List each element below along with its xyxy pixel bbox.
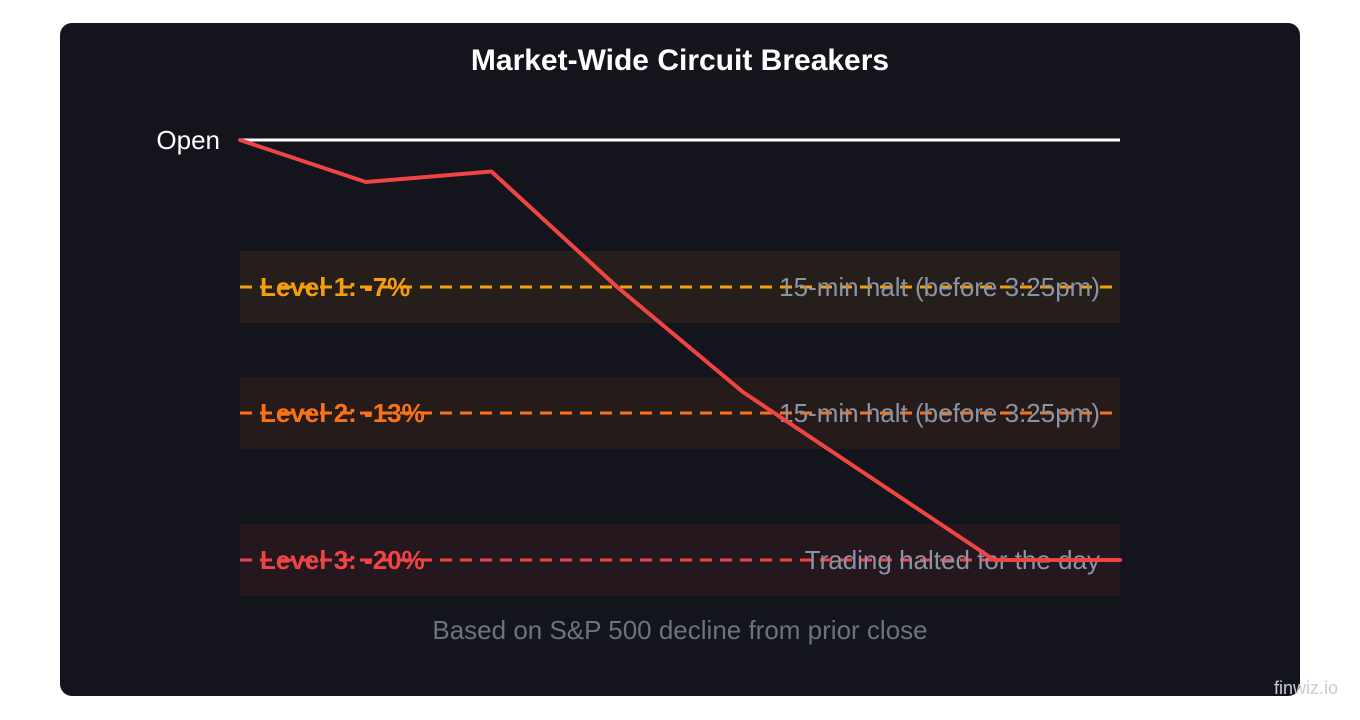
level-label: Level 2: -13% xyxy=(260,398,425,428)
watermark: finwiz.io xyxy=(1273,678,1338,698)
chart-caption: Based on S&P 500 decline from prior clos… xyxy=(432,615,927,645)
chart-card xyxy=(60,23,1300,696)
level-label: Level 1: -7% xyxy=(260,272,410,302)
chart-title: Market-Wide Circuit Breakers xyxy=(470,44,890,77)
level-label: Level 3: -20% xyxy=(260,545,425,575)
level-action-label: 15-min halt (before 3:25pm) xyxy=(779,272,1100,302)
open-label: Open xyxy=(156,125,220,155)
decline-series-line xyxy=(238,138,1122,562)
level-action-label: 15-min halt (before 3:25pm) xyxy=(779,398,1100,428)
